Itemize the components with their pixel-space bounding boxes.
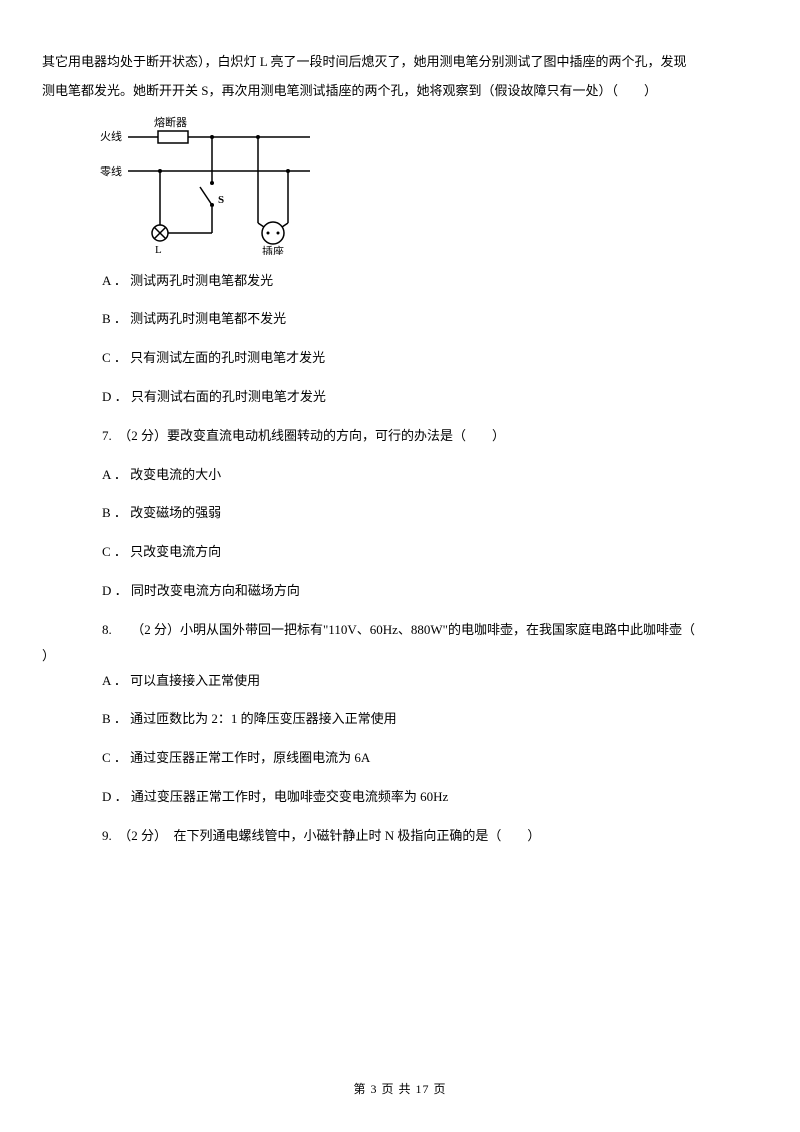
q8-option-d: D ． 通过变压器正常工作时，电咖啡壶交变电流频率为 60Hz	[102, 787, 758, 808]
label-lamp: L	[155, 244, 162, 255]
q8-stem: 8. （2 分）小明从国外带回一把标有"110V、60Hz、880W"的电咖啡壶…	[102, 620, 758, 641]
intro-line-1: 其它用电器均处于断开状态），白炽灯 L 亮了一段时间后熄灭了，她用测电笔分别测试…	[42, 48, 758, 75]
label-fuse: 熔断器	[154, 115, 187, 129]
q8-close-paren: ）	[42, 645, 55, 664]
label-neutral: 零线	[100, 164, 122, 178]
q9-stem: 9. （2 分） 在下列通电螺线管中，小磁针静止时 N 极指向正确的是（ ）	[102, 826, 758, 847]
q7-option-d: D ． 同时改变电流方向和磁场方向	[102, 581, 758, 602]
q8-option-a: A ． 可以直接接入正常使用	[102, 671, 758, 692]
q7-option-a: A ． 改变电流的大小	[102, 465, 758, 486]
label-live: 火线	[100, 129, 122, 143]
q6-option-b: B ． 测试两孔时测电笔都不发光	[102, 309, 758, 330]
q7-stem: 7. （2 分）要改变直流电动机线圈转动的方向，可行的办法是（ ）	[102, 426, 758, 447]
q7-option-c: C ． 只改变电流方向	[102, 542, 758, 563]
q6-option-a: A ． 测试两孔时测电笔都发光	[102, 271, 758, 292]
label-socket: 插座	[262, 244, 284, 255]
intro-line-2: 测电笔都发光。她断开开关 S，再次用测电笔测试插座的两个孔，她将观察到（假设故障…	[42, 77, 758, 104]
q8-option-c: C ． 通过变压器正常工作时，原线圈电流为 6A	[102, 748, 758, 769]
page-footer: 第 3 页 共 17 页	[0, 1080, 800, 1097]
q8-option-b: B ． 通过匝数比为 2：1 的降压变压器接入正常使用	[102, 709, 758, 730]
q7-option-b: B ． 改变磁场的强弱	[102, 503, 758, 524]
label-switch: S	[218, 194, 224, 206]
circuit-diagram: 火线 熔断器 零线 L	[100, 115, 758, 255]
q6-option-d: D ． 只有测试右面的孔时测电笔才发光	[102, 387, 758, 408]
q6-option-c: C ． 只有测试左面的孔时测电笔才发光	[102, 348, 758, 369]
